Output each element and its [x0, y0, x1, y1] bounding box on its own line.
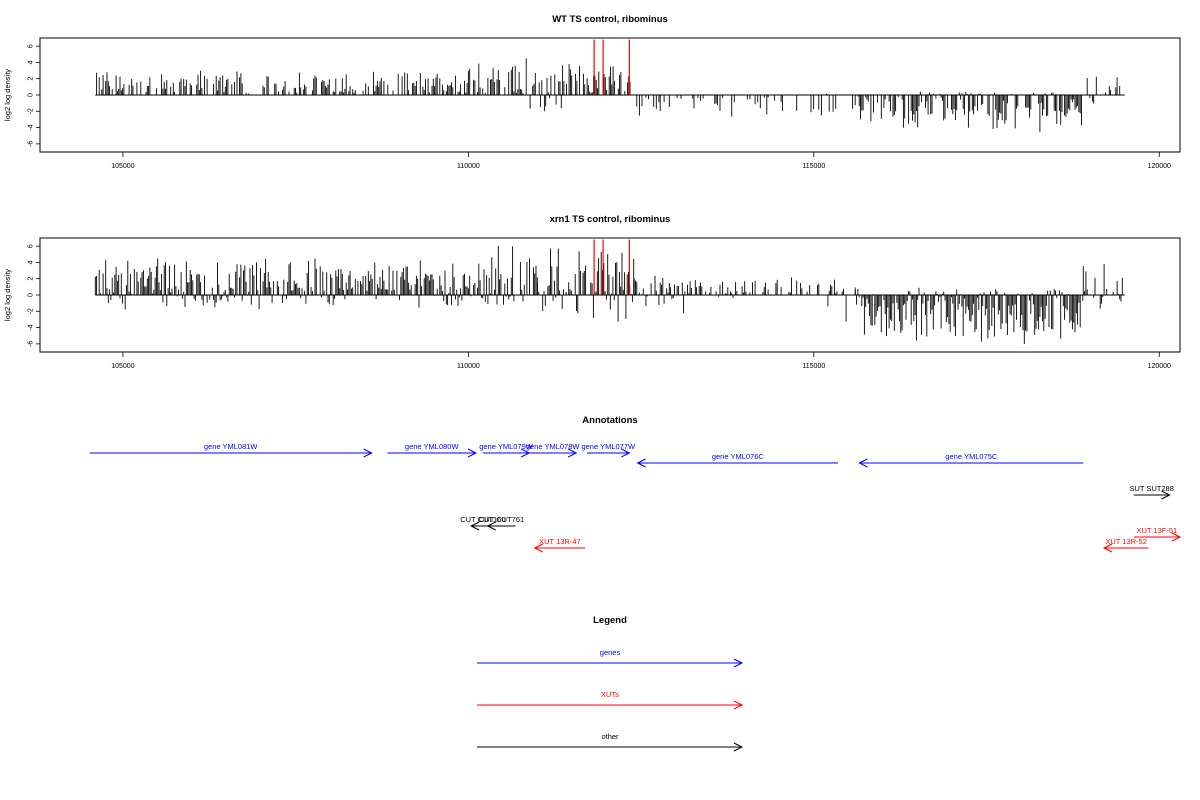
legend-label: other	[601, 732, 619, 741]
panel-wt: WT TS control, ribominus log2 log densit…	[3, 14, 1181, 170]
xtick-label: 110000	[457, 163, 480, 170]
feature-label: XUT 13F-51	[1136, 526, 1177, 535]
feature-label: gene YML075C	[945, 452, 998, 461]
feature-label: gene YML078W	[526, 442, 581, 451]
feature-arrow-genes: gene YML077W	[581, 442, 636, 458]
panel-xrn1-ylabel: log2 log density	[3, 269, 12, 321]
feature-label: XUT 13R-52	[1105, 537, 1147, 546]
ytick-label: 2	[28, 77, 35, 81]
ytick-label: 6	[28, 44, 35, 48]
legend-title: Legend	[593, 615, 627, 626]
annotation-features: gene YML081W gene YML080W gene YML079Wgene…	[89, 442, 1182, 553]
feature-label: gene YML076C	[712, 452, 765, 461]
legend-item-xuts: XUTs	[477, 690, 744, 710]
panel-wt-title: WT TS control, ribominus	[552, 14, 668, 25]
panel-wt-yaxis: 6 4 2 0 -2 -4 -6	[28, 44, 40, 147]
panel-wt-ylabel: log2 log density	[3, 69, 12, 121]
feature-arrow-genes: gene YML078W	[526, 442, 581, 458]
feature-label: SUT SUT288	[1129, 484, 1173, 493]
xtick-label: 115000	[802, 163, 825, 170]
feature-label: gene YML077W	[581, 442, 636, 451]
xtick-label: 120000	[1148, 163, 1171, 170]
feature-label: gene YML081W	[204, 442, 259, 451]
xtick-label: 105000	[111, 163, 134, 170]
legend-item-other: other	[477, 732, 744, 752]
panel-xrn1-bars	[94, 239, 1125, 345]
ytick-label: 6	[28, 244, 35, 248]
panel-wt-xaxis: 105000 110000 115000 120000	[111, 152, 1171, 170]
feature-label: gene YML080W	[405, 442, 460, 451]
feature-arrow-XUTs: XUT 13F-51	[1133, 526, 1182, 542]
feature-arrow-XUTs: XUT 13R-47	[533, 537, 586, 553]
panel-xrn1-title: xrn1 TS control, ribominus	[550, 214, 671, 225]
feature-arrow-other: SUT SUT288	[1129, 484, 1174, 500]
feature-label: CUT CUT160	[460, 515, 505, 524]
legend-item-genes: genes	[477, 648, 744, 668]
feature-label: XUT 13R-47	[539, 537, 581, 546]
feature-arrow-genes: gene YML081W	[89, 442, 373, 458]
ytick-label: -4	[28, 124, 35, 130]
ytick-label: 2	[28, 277, 35, 281]
ytick-label: -6	[28, 341, 35, 347]
feature-arrow-XUTs: XUT 13R-52	[1102, 537, 1149, 553]
xtick-label: 115000	[802, 363, 825, 370]
legend-label: genes	[600, 648, 621, 657]
feature-label: CUT CUT761	[479, 515, 524, 524]
xtick-label: 105000	[111, 363, 134, 370]
ytick-label: 0	[28, 293, 35, 297]
ytick-label: 4	[28, 260, 35, 264]
panel-xrn1-xaxis: 105000 110000 115000 120000	[111, 352, 1171, 370]
ytick-label: 4	[28, 60, 35, 64]
panel-xrn1-yaxis: 6 4 2 0 -2 -4 -6	[28, 244, 40, 347]
feature-arrow-genes: gene YML080W	[387, 442, 478, 458]
ytick-label: -2	[28, 108, 35, 114]
ytick-label: -2	[28, 308, 35, 314]
feature-arrow-other: CUT CUT761	[479, 515, 524, 531]
annotations-track: Annotations gene YML081W gene YML080W gene…	[89, 415, 1182, 553]
annotations-title: Annotations	[582, 415, 637, 426]
feature-arrow-genes: gene YML076C	[636, 452, 838, 468]
ytick-label: -4	[28, 324, 35, 330]
panel-wt-bars	[95, 39, 1125, 132]
feature-arrow-genes: gene YML075C	[858, 452, 1084, 468]
legend-items: genes XUTs other	[477, 648, 744, 752]
legend-label: XUTs	[601, 690, 619, 699]
ytick-label: -6	[28, 141, 35, 147]
ytick-label: 0	[28, 93, 35, 97]
xtick-label: 110000	[457, 363, 480, 370]
legend: Legend genes XUTs other	[477, 615, 744, 752]
panel-xrn1: xrn1 TS control, ribominus log2 log dens…	[3, 214, 1181, 370]
xtick-label: 120000	[1148, 363, 1171, 370]
feature-label: gene YML079W	[479, 442, 534, 451]
